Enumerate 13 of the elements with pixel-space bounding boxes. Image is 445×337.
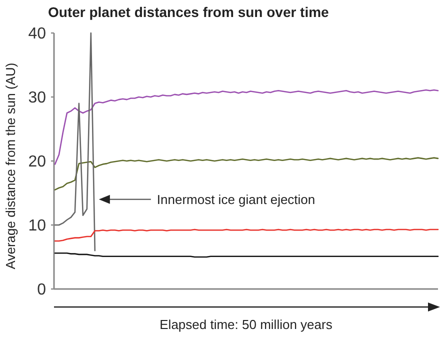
y-tick-label: 40 bbox=[28, 26, 46, 43]
chart-title: Outer planet distances from sun over time bbox=[48, 4, 330, 20]
line-series bbox=[54, 32, 96, 252]
y-tick-label: 30 bbox=[28, 90, 46, 107]
y-tick-label: 10 bbox=[28, 218, 46, 235]
line-series bbox=[54, 157, 439, 190]
x-axis-title: Elapsed time: 50 million years bbox=[160, 317, 333, 332]
line-series bbox=[54, 89, 439, 165]
y-tick-label: 20 bbox=[28, 154, 46, 171]
y-tick-label: 0 bbox=[37, 282, 46, 299]
annotation: Innermost ice giant ejection bbox=[156, 192, 316, 207]
line-series bbox=[54, 228, 439, 242]
y-axis-title: Average distance from the sun (AU) bbox=[3, 62, 18, 270]
